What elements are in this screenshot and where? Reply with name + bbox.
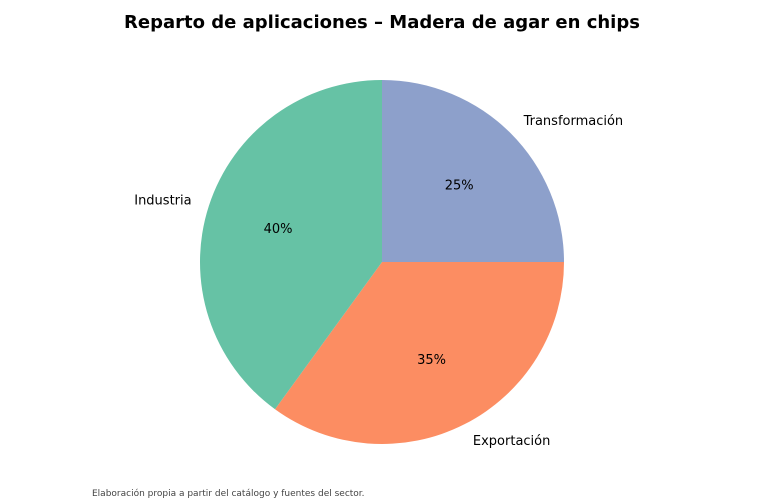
- pie-category-label-3: Industria: [134, 194, 191, 209]
- pie-value-label-1: 25%: [445, 178, 474, 193]
- pie-category-label-2: Exportación: [473, 434, 550, 449]
- pie-slice-1: [382, 80, 564, 262]
- pie-value-label-2: 35%: [417, 353, 446, 368]
- pie-category-label-1: Transformación: [523, 114, 624, 129]
- pie-slice-3: [199, 80, 382, 410]
- pie-slices: [199, 80, 564, 445]
- chart-title: Reparto de aplicaciones – Madera de agar…: [124, 12, 640, 33]
- pie-slice-2: [275, 262, 564, 445]
- pie-labels: 25% Transformación 35% Exportación 40% Indust…: [134, 114, 623, 449]
- pie-value-label-3: 40%: [264, 222, 293, 237]
- source-caption: Elaboración propia a partir del catálogo…: [92, 489, 365, 499]
